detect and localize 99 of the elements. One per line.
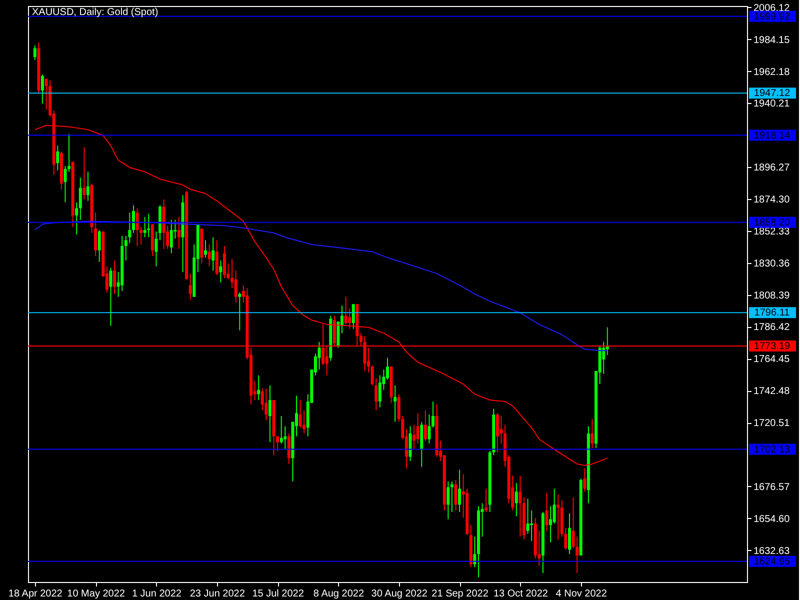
candlestick [215, 240, 218, 276]
candlestick [82, 146, 86, 200]
candlestick [496, 412, 499, 453]
y-tick-label: 1654.60 [754, 514, 790, 525]
candlestick [188, 273, 192, 300]
candlestick [109, 267, 112, 326]
candlestick [386, 357, 389, 380]
y-tick-label: 1852.33 [754, 226, 790, 238]
candlestick [484, 488, 488, 512]
candlestick [431, 400, 434, 428]
candlestick [287, 432, 290, 464]
y-tick-label: 1808.39 [754, 290, 790, 302]
candlestick [170, 219, 173, 254]
candlestick [428, 414, 431, 444]
candlestick [68, 134, 71, 172]
x-tick-label: 13 Oct 2022 [493, 588, 548, 600]
ref-line-label: 1702.13 [754, 444, 791, 456]
candlestick [408, 426, 412, 462]
candlestick [33, 44, 36, 60]
candlestick [344, 296, 348, 325]
candlestick [556, 494, 560, 540]
candlestick [514, 482, 518, 517]
ref-line-label: 1947.12 [754, 88, 791, 100]
x-tick-label: 15 Jul 2022 [252, 588, 304, 600]
y-tick-label: 1676.57 [754, 482, 790, 493]
candlestick [40, 74, 44, 104]
candlestick [222, 245, 226, 278]
candlestick [78, 177, 82, 220]
candlestick [416, 412, 420, 444]
y-tick-label: 1830.36 [754, 258, 790, 270]
ref-line-label: 1624.95 [754, 556, 791, 568]
y-tick-label: 1962.18 [754, 66, 790, 78]
candlestick [208, 244, 211, 267]
candlestick [568, 512, 571, 555]
candlestick [132, 204, 135, 234]
y-tick-label: 1984.15 [754, 34, 790, 46]
candlestick [590, 418, 594, 448]
y-tick-label: 1632.63 [754, 546, 790, 557]
candlestick [583, 468, 586, 492]
candlestick [412, 424, 416, 450]
line-series [34, 220, 608, 352]
y-tick-label: 1764.45 [754, 354, 790, 366]
ref-line-label: 1999.92 [754, 11, 791, 22]
candlestick [147, 213, 150, 238]
candlestick [219, 260, 222, 283]
candlestick [446, 480, 450, 520]
candlestick [234, 270, 238, 304]
x-tick-label: 10 May 2022 [67, 588, 126, 600]
candlestick [518, 475, 522, 538]
candlestick [75, 202, 78, 235]
y-tick-label: 1742.48 [754, 386, 790, 398]
y-tick-label: 1896.27 [754, 162, 790, 174]
y-tick-label: 1874.30 [754, 194, 790, 206]
x-tick-label: 30 Aug 2022 [371, 588, 428, 600]
candlestick [473, 536, 476, 568]
y-tick-label: 1720.51 [754, 418, 790, 430]
x-tick-label: 8 Aug 2022 [313, 588, 364, 600]
ref-line-label: 1858.20 [754, 217, 791, 228]
candlestick [458, 469, 462, 512]
candlestick [238, 292, 242, 331]
candlestick [549, 506, 552, 543]
y-tick-label: 1786.42 [754, 322, 790, 334]
candlestick [545, 492, 548, 532]
x-tick-label: 1 Jun 2022 [132, 588, 182, 600]
candlestick [352, 304, 355, 330]
candlestick [454, 479, 458, 511]
y-tick-label: 2006.12 [754, 2, 790, 14]
candlestick [264, 388, 268, 421]
candlestick [500, 416, 503, 444]
candlestick [318, 341, 321, 370]
chart-title: XAUUSD, Daily: Gold (Spot) [32, 7, 158, 18]
candlestick [552, 488, 556, 524]
candlestick [394, 384, 397, 422]
x-tick-label: 21 Sep 2022 [432, 588, 489, 600]
ref-line-label: 1773.19 [754, 340, 791, 352]
candlestick [56, 145, 60, 171]
candlestick [276, 436, 280, 452]
candlestick [98, 229, 101, 262]
candlestick [530, 510, 534, 542]
y-tick-label: 1940.21 [754, 98, 790, 110]
candlestick [212, 236, 215, 272]
candlestick [154, 230, 158, 267]
candlestick [204, 240, 208, 258]
candlestick [113, 260, 116, 294]
candlestick [268, 384, 272, 443]
candlestick [86, 171, 90, 202]
candlestick [602, 341, 606, 374]
candlestick [143, 216, 146, 238]
candlestick [348, 308, 352, 330]
candlestick [64, 166, 67, 203]
candlestick [136, 208, 139, 246]
candlestick [424, 410, 427, 442]
candlestick [177, 216, 180, 250]
ref-line-label: 1918.14 [754, 130, 791, 142]
ref-line-label: 1796.11 [754, 308, 790, 319]
candlestick [257, 374, 260, 401]
x-tick-label: 23 Jun 2022 [190, 588, 246, 600]
x-tick-label: 4 Nov 2022 [556, 588, 608, 600]
x-tick-label: 18 Apr 2022 [8, 588, 63, 600]
